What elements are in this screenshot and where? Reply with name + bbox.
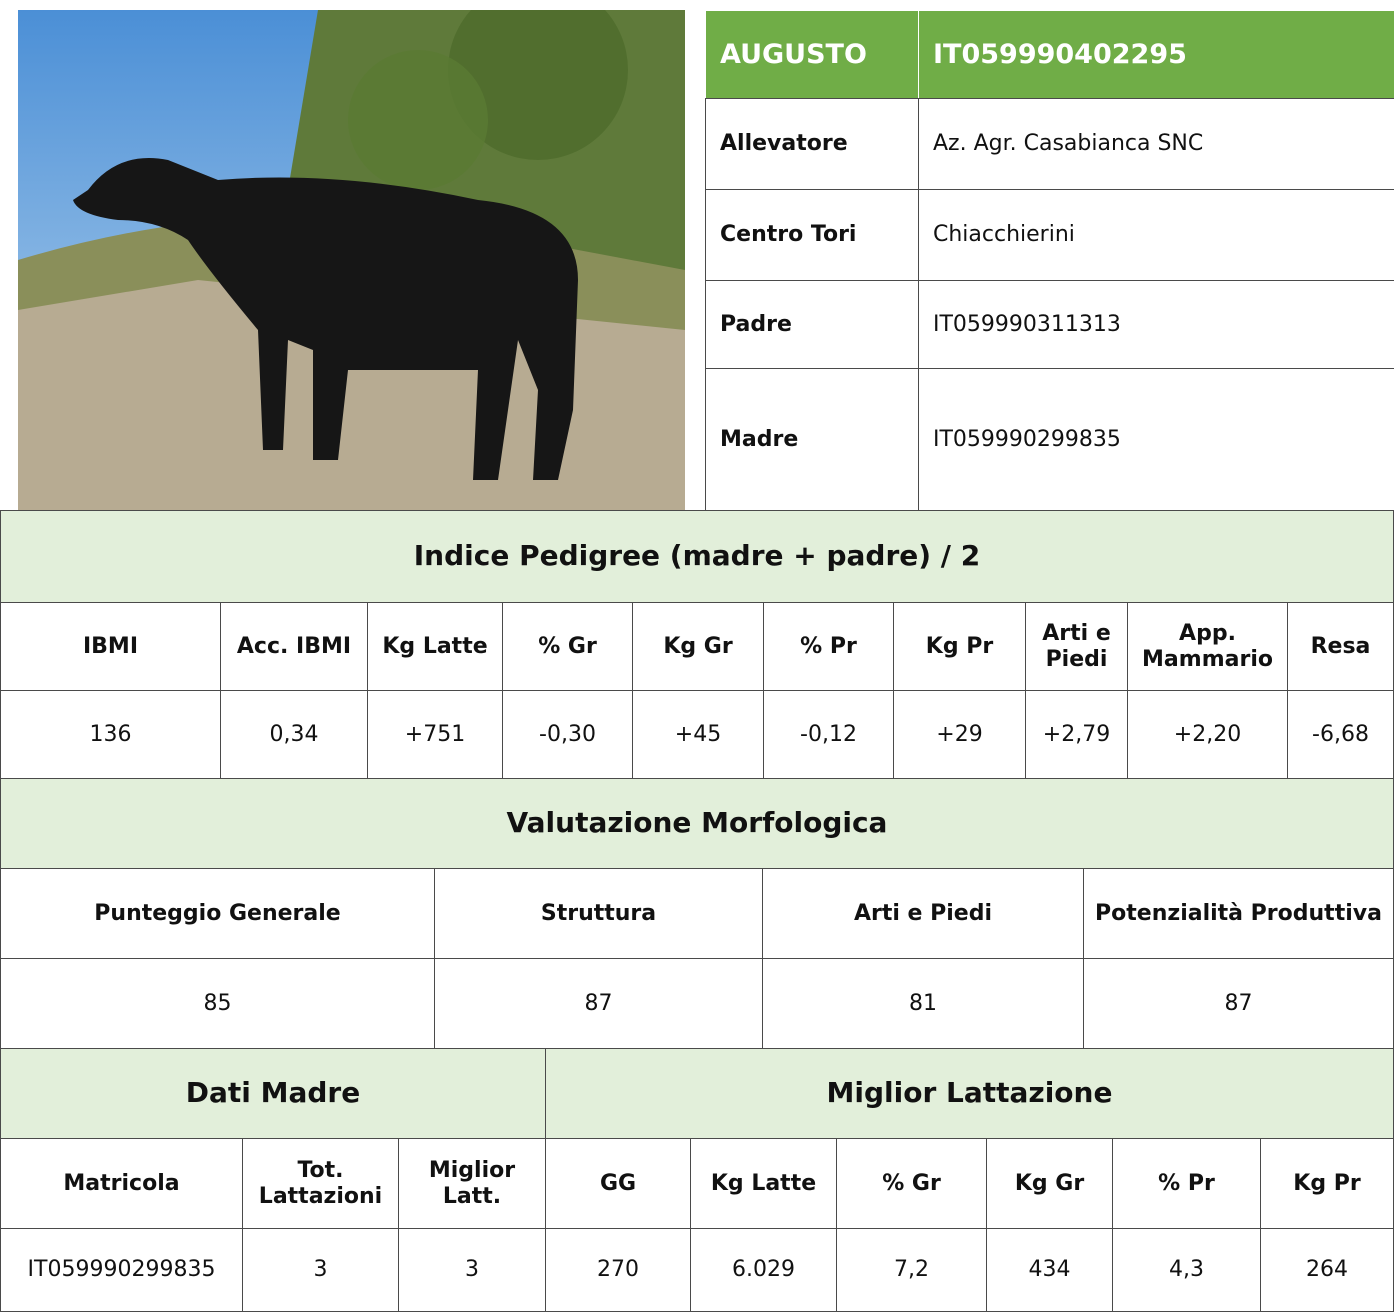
column-header: IBMI (0, 602, 221, 691)
bull-photo (18, 10, 685, 510)
value-cell: +45 (632, 690, 764, 779)
value-cell: 87 (434, 958, 763, 1049)
column-header: Punteggio Generale (0, 868, 435, 959)
column-header: Resa (1287, 602, 1394, 691)
value-cell: 81 (762, 958, 1084, 1049)
column-header: Arti e Piedi (1025, 602, 1128, 691)
value-cell: 270 (545, 1228, 691, 1312)
info-label: Allevatore (705, 98, 919, 190)
column-header: Struttura (434, 868, 763, 959)
bull-name: AUGUSTO (705, 10, 919, 99)
column-header: Kg Latte (367, 602, 503, 691)
column-header: Kg Gr (986, 1138, 1113, 1229)
column-header: App. Mammario (1127, 602, 1288, 691)
value-cell: 3 (242, 1228, 399, 1312)
value-cell: -0,12 (763, 690, 894, 779)
value-cell: +29 (893, 690, 1026, 779)
column-header: Miglior Latt. (398, 1138, 546, 1229)
info-label: Padre (705, 280, 919, 369)
value-cell: 3 (398, 1228, 546, 1312)
bull-id: IT059990402295 (918, 10, 1394, 99)
value-cell: 85 (0, 958, 435, 1049)
column-header: Tot. Lattazioni (242, 1138, 399, 1229)
value-cell: 264 (1260, 1228, 1394, 1312)
value-cell: 7,2 (836, 1228, 987, 1312)
value-cell: IT059990299835 (0, 1228, 243, 1312)
value-cell: 87 (1083, 958, 1394, 1049)
column-header: Arti e Piedi (762, 868, 1084, 959)
value-cell: 6.029 (690, 1228, 837, 1312)
value-cell: +2,79 (1025, 690, 1128, 779)
column-header: % Gr (836, 1138, 987, 1229)
value-cell: +2,20 (1127, 690, 1288, 779)
value-cell: +751 (367, 690, 503, 779)
info-label: Centro Tori (705, 189, 919, 281)
value-cell: 136 (0, 690, 221, 779)
value-cell: 4,3 (1112, 1228, 1261, 1312)
info-value: IT059990311313 (918, 280, 1394, 369)
value-cell: 434 (986, 1228, 1113, 1312)
section-title: Valutazione Morfologica (0, 778, 1394, 869)
value-cell: -0,30 (502, 690, 633, 779)
info-value: Az. Agr. Casabianca SNC (918, 98, 1394, 190)
section-title: Miglior Lattazione (545, 1048, 1394, 1139)
column-header: % Gr (502, 602, 633, 691)
column-header: Matricola (0, 1138, 243, 1229)
column-header: % Pr (763, 602, 894, 691)
column-header: Kg Pr (893, 602, 1026, 691)
value-cell: 0,34 (220, 690, 368, 779)
column-header: Kg Latte (690, 1138, 837, 1229)
value-cell: -6,68 (1287, 690, 1394, 779)
column-header: Potenzialità Produttiva (1083, 868, 1394, 959)
column-header: GG (545, 1138, 691, 1229)
section-title: Dati Madre (0, 1048, 546, 1139)
info-value: IT059990299835 (918, 368, 1394, 511)
info-label: Madre (705, 368, 919, 511)
column-header: % Pr (1112, 1138, 1261, 1229)
column-header: Kg Pr (1260, 1138, 1394, 1229)
section-title: Indice Pedigree (madre + padre) / 2 (0, 510, 1394, 603)
column-header: Kg Gr (632, 602, 764, 691)
info-value: Chiacchierini (918, 189, 1394, 281)
column-header: Acc. IBMI (220, 602, 368, 691)
